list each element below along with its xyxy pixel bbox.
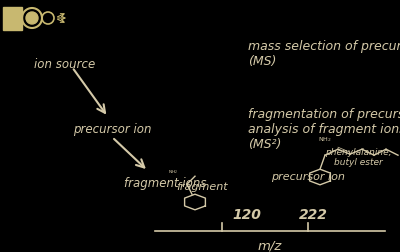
Text: fragmentation of precursor ion and
analysis of fragment ions
(MS²): fragmentation of precursor ion and analy… xyxy=(248,108,400,150)
Text: m/z: m/z xyxy=(258,239,282,252)
Text: 120: 120 xyxy=(232,207,261,221)
Text: $\mathsf{NH_2}$: $\mathsf{NH_2}$ xyxy=(318,135,332,144)
Text: precursor ion: precursor ion xyxy=(73,122,151,136)
Text: $\mathsf{^{NH_2}}$: $\mathsf{^{NH_2}}$ xyxy=(168,168,178,174)
Text: mass selection of precursor ion
(MS): mass selection of precursor ion (MS) xyxy=(248,40,400,68)
Text: precursor ion: precursor ion xyxy=(271,171,345,181)
FancyBboxPatch shape xyxy=(2,8,22,30)
Text: phenylalanine,
butyl ester: phenylalanine, butyl ester xyxy=(325,147,391,167)
Text: fragment: fragment xyxy=(176,181,228,191)
Circle shape xyxy=(26,13,38,25)
Text: ion source: ion source xyxy=(34,58,96,71)
Text: fragment ions: fragment ions xyxy=(124,176,206,189)
Text: 222: 222 xyxy=(298,207,328,221)
